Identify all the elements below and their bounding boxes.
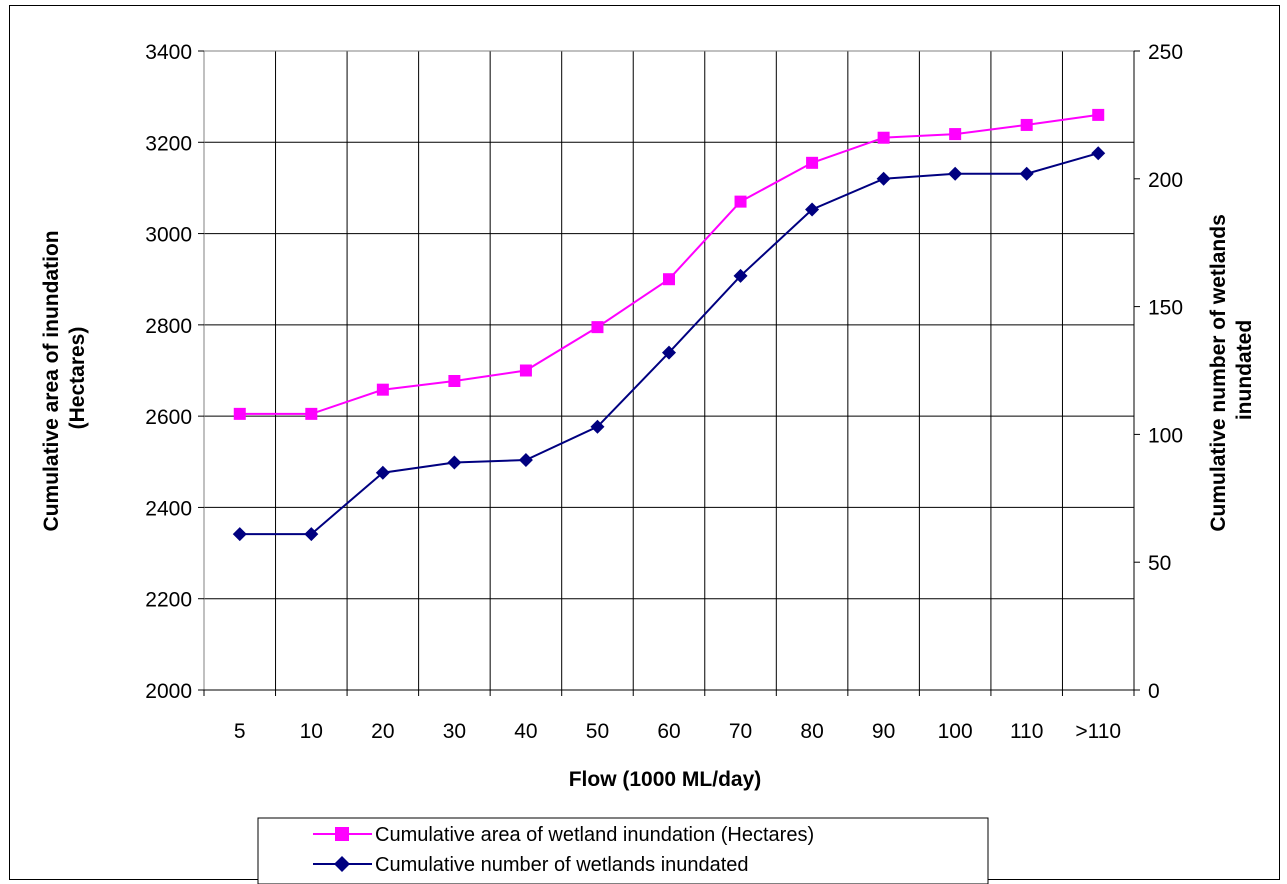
left-tick-label: 3000 [145, 224, 192, 247]
data-point-square [448, 374, 461, 387]
series-layer [232, 108, 1106, 542]
x-tick-label: 90 [872, 720, 895, 743]
x-tick-label: >110 [1075, 720, 1121, 743]
legend-label-area: Cumulative area of wetland inundation (H… [375, 824, 814, 846]
x-tick-label: 50 [586, 720, 609, 743]
data-point-diamond [590, 419, 605, 434]
right-tick-label: 50 [1148, 552, 1171, 575]
data-point-diamond [447, 455, 462, 470]
series-area [233, 108, 1105, 420]
legend-marker-area [335, 827, 349, 841]
data-point-square [806, 156, 819, 169]
data-point-diamond [375, 465, 390, 480]
right-axis-ticks: 0 50 100 150 200 250 [1133, 41, 1183, 703]
x-tick-label: 40 [514, 720, 537, 743]
left-axis-title-line-2: (Hectares) [66, 327, 89, 430]
left-tick-label: 2400 [145, 497, 192, 520]
legend-box [257, 817, 989, 884]
left-tick-label: 2600 [145, 406, 192, 429]
right-axis-title-line-1: Cumulative number of wetlands [1207, 214, 1230, 531]
x-tick-label: 20 [371, 720, 394, 743]
data-point-diamond [1091, 146, 1106, 161]
left-axis-title: Cumulative area of inundation (Hectares) [40, 225, 89, 532]
x-tick-label: 30 [443, 720, 466, 743]
data-point-square [591, 321, 604, 334]
left-axis-ticks: 2000 2200 2400 2600 2800 3000 3200 3400 [145, 41, 204, 703]
data-point-diamond [876, 171, 891, 186]
x-tick-label: 5 [234, 720, 246, 743]
data-point-square [949, 128, 962, 141]
data-point-diamond [1019, 166, 1034, 181]
data-point-square [519, 364, 532, 377]
right-tick-label: 0 [1148, 680, 1160, 703]
data-point-diamond [733, 268, 748, 283]
legend-entry-area: Cumulative area of wetland inundation (H… [313, 824, 814, 846]
x-tick-label: 80 [800, 720, 823, 743]
data-point-square [305, 407, 318, 420]
data-point-square [1092, 108, 1105, 121]
data-point-diamond [518, 452, 533, 467]
data-point-diamond [805, 202, 820, 217]
right-tick-label: 150 [1148, 297, 1183, 320]
right-tick-label: 250 [1148, 41, 1183, 64]
left-tick-label: 2000 [145, 680, 192, 703]
data-point-diamond [232, 527, 247, 542]
series-line [239, 152, 1099, 536]
data-point-diamond [304, 527, 319, 542]
right-axis-title: Cumulative number of wetlands inundated [1207, 208, 1256, 531]
left-tick-label: 2800 [145, 315, 192, 338]
left-axis-title-line-1: Cumulative area of inundation [40, 230, 63, 531]
right-axis-title-line-2: inundated [1233, 320, 1256, 420]
right-tick-label: 200 [1148, 169, 1183, 192]
x-tick-label: 100 [938, 720, 973, 743]
right-tick-label: 100 [1148, 424, 1183, 447]
data-point-diamond [948, 166, 963, 181]
data-point-square [376, 383, 389, 396]
left-tick-label: 3200 [145, 132, 192, 155]
data-point-square [233, 407, 246, 420]
legend: Cumulative area of wetland inundation (H… [257, 817, 989, 884]
x-tick-label: 60 [657, 720, 680, 743]
x-tick-label: 10 [300, 720, 323, 743]
data-point-square [1020, 118, 1033, 131]
data-point-diamond [662, 345, 676, 360]
left-tick-label: 2200 [145, 589, 192, 612]
gridlines [204, 50, 1134, 691]
series-count [232, 146, 1106, 542]
x-axis-title: Flow (1000 ML/day) [569, 768, 762, 791]
data-point-square [877, 131, 890, 144]
series-line [239, 113, 1099, 415]
data-point-square [663, 273, 675, 286]
left-tick-label: 3400 [145, 41, 192, 64]
x-axis-ticks: 5 10 20 30 40 50 60 70 80 90 100 110 >110 [203, 689, 1135, 743]
x-tick-label: 110 [1010, 720, 1043, 743]
legend-entry-count: Cumulative number of wetlands inundated [313, 854, 749, 876]
legend-marker-count [334, 856, 350, 872]
plot-area [203, 50, 1135, 691]
x-tick-label: 70 [729, 720, 752, 743]
data-point-square [734, 195, 747, 208]
legend-label-count: Cumulative number of wetlands inundated [375, 854, 749, 876]
